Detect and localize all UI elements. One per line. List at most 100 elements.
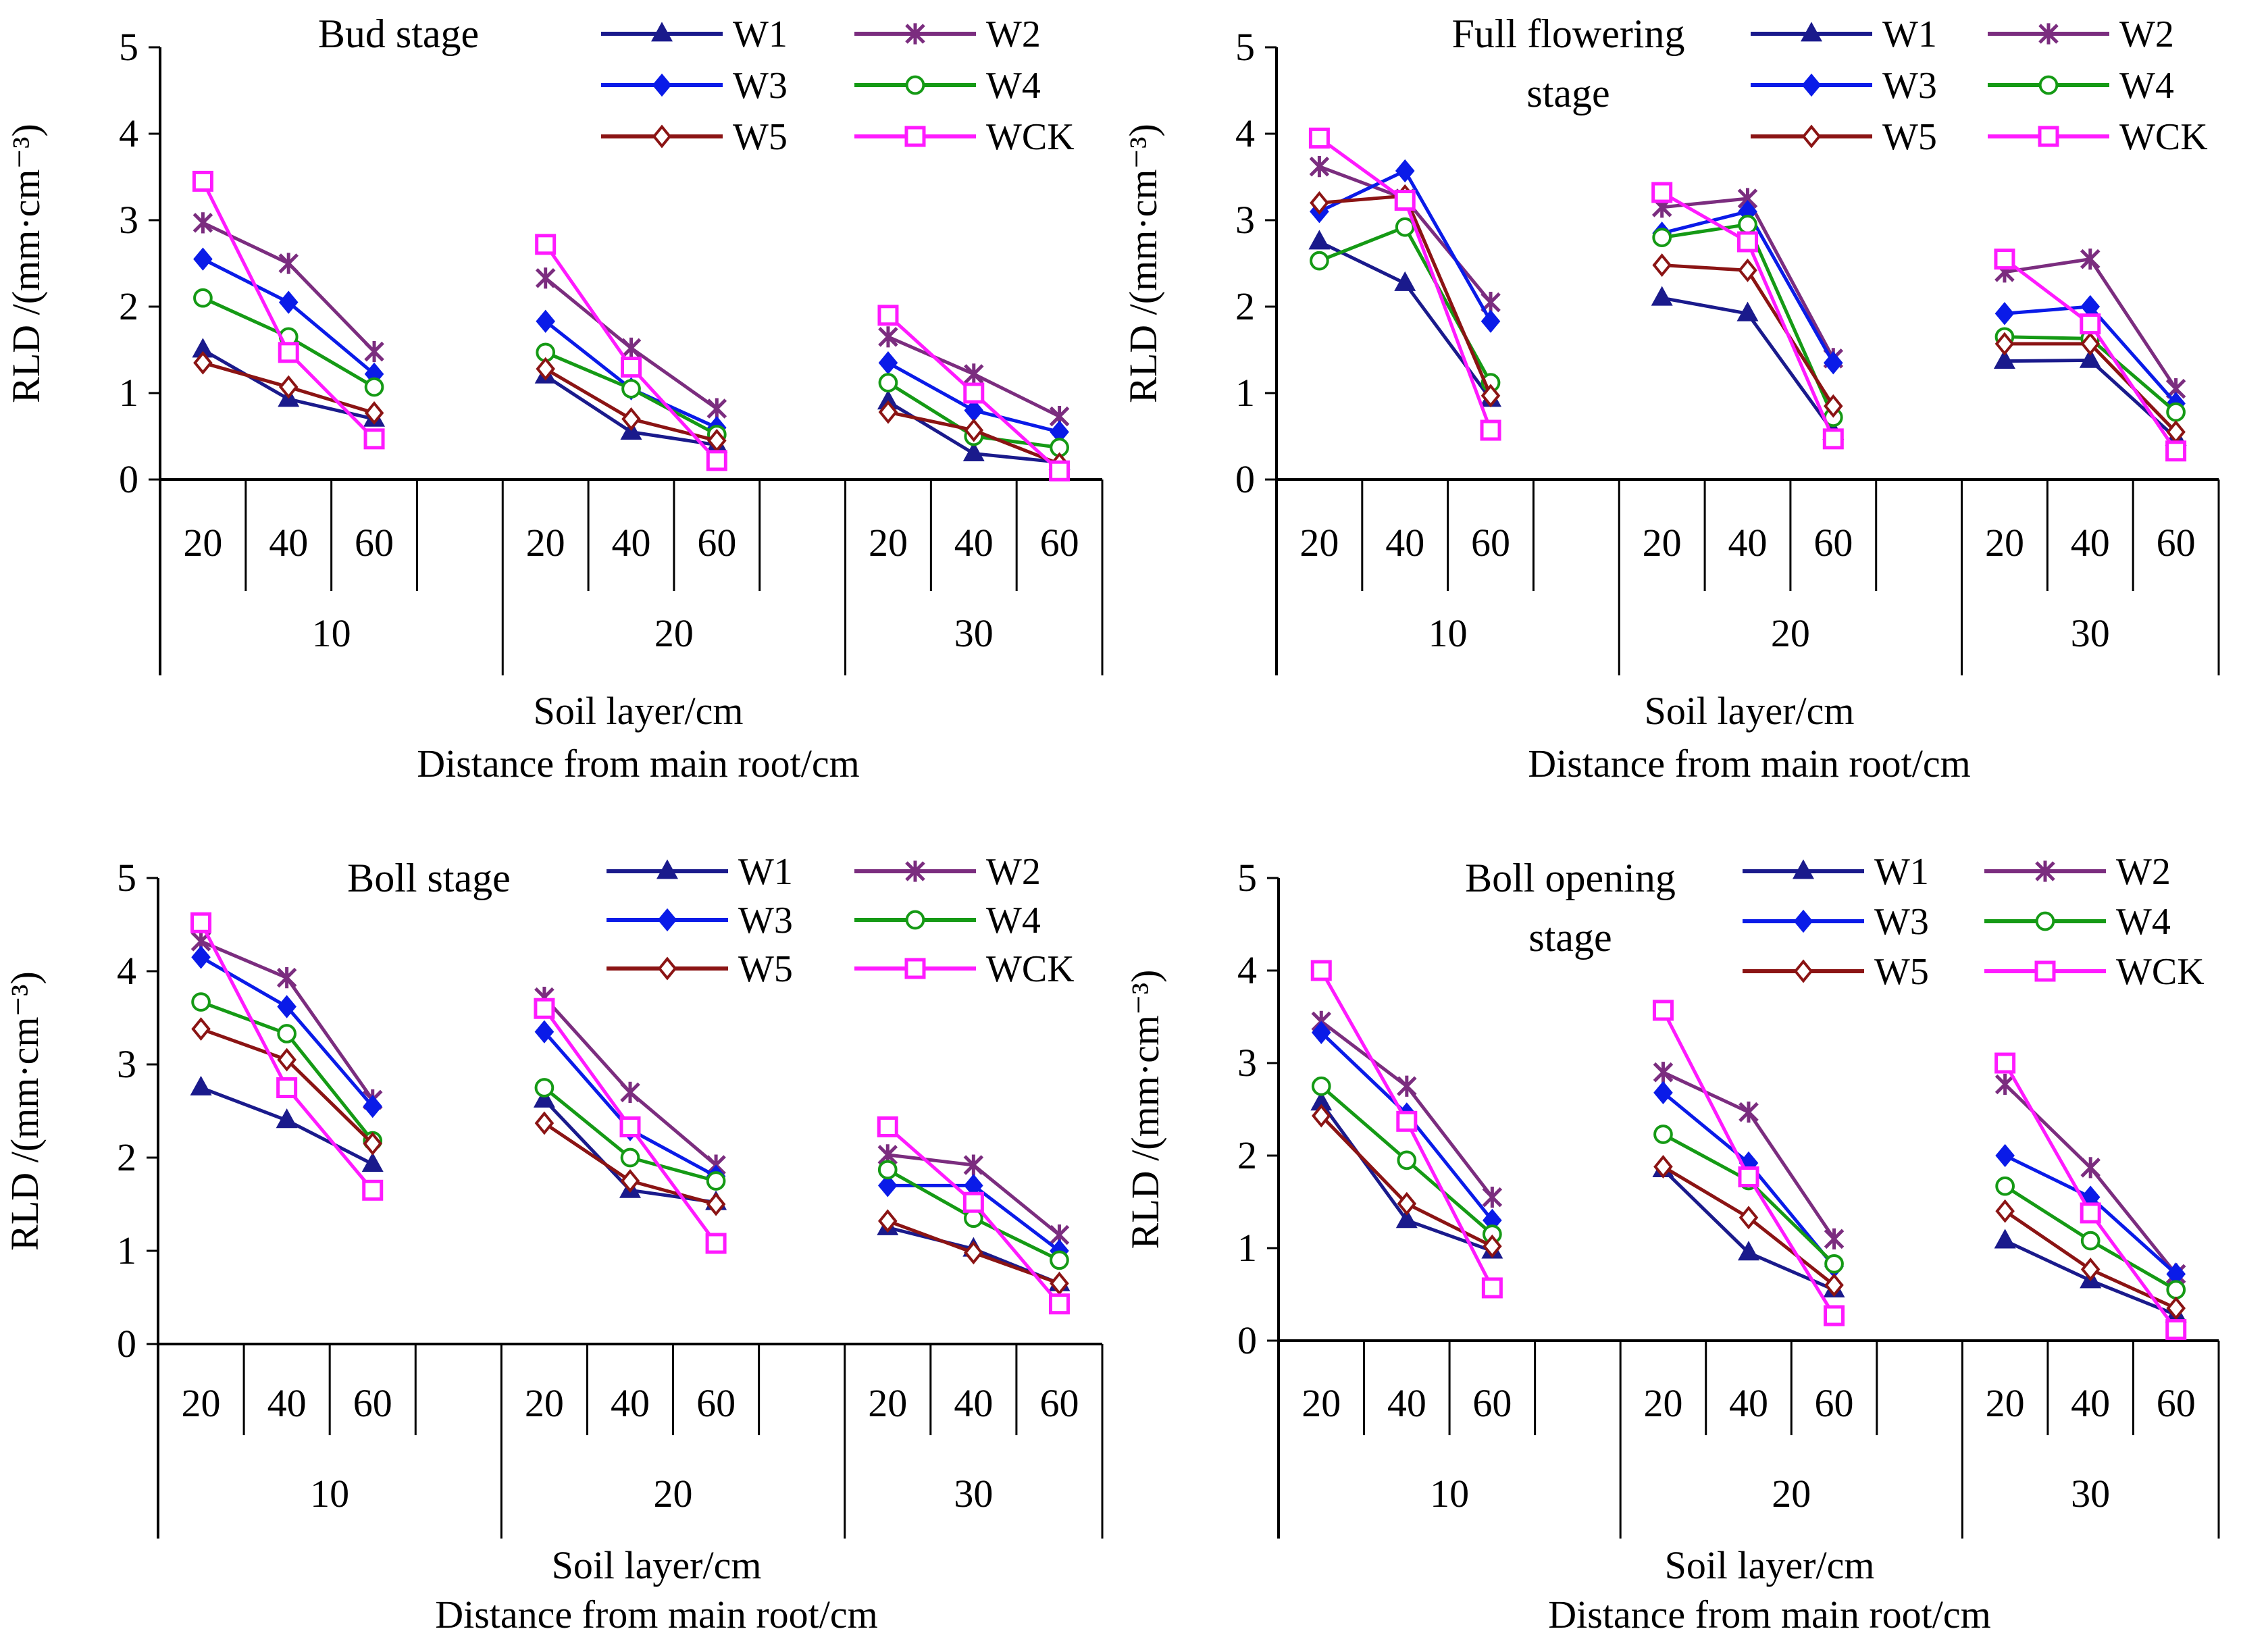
y-tick-label: 4 <box>1235 111 1255 155</box>
x-group-label: 20 <box>654 611 694 655</box>
x-category-label: 20 <box>1643 521 1682 565</box>
data-point-wck <box>362 1179 384 1201</box>
data-point-w4 <box>2166 1280 2186 1300</box>
data-point-wck <box>877 1116 898 1137</box>
legend-label-w1: W1 <box>1882 14 1937 55</box>
x-group-label: 10 <box>310 1472 349 1516</box>
legend-marker-w4 <box>2035 911 2055 931</box>
x-category-label: 20 <box>1302 1381 1341 1425</box>
data-point-w5 <box>878 400 898 424</box>
data-point-w4 <box>1824 1254 1844 1274</box>
data-point-w2 <box>364 340 384 363</box>
data-point-w2 <box>621 337 642 359</box>
data-point-w4 <box>1738 215 1757 234</box>
legend-marker-w4 <box>905 75 925 95</box>
data-point-w4 <box>364 377 384 397</box>
data-point-w3 <box>1994 302 2015 326</box>
y-tick-label: 2 <box>1237 1133 1257 1177</box>
x-axis-label-soil-layer: Soil layer/cm <box>1645 689 1855 733</box>
legend-label-w1: W1 <box>738 851 793 893</box>
y-tick-label: 5 <box>117 856 136 900</box>
data-point-w1 <box>2079 348 2101 368</box>
data-point-w3 <box>277 995 297 1018</box>
data-point-w5 <box>536 357 555 381</box>
y-axis-label: RLD /(mm·cm⁻³) <box>1123 970 1167 1249</box>
x-category-label: 40 <box>954 1381 993 1425</box>
data-point-wck <box>1396 1110 1418 1132</box>
data-point-w3 <box>878 351 898 375</box>
x-category-label: 40 <box>2071 1381 2110 1425</box>
data-point-wck <box>1737 231 1758 253</box>
x-axis-label-soil-layer: Soil layer/cm <box>1665 1543 1875 1587</box>
x-category-label: 60 <box>1039 1381 1079 1425</box>
data-point-w4 <box>1395 217 1415 237</box>
data-point-w3 <box>536 309 555 333</box>
legend-marker-w2 <box>905 23 925 45</box>
data-point-w1 <box>1736 301 1759 321</box>
legend-marker-w1 <box>656 859 678 879</box>
data-point-w4 <box>2166 402 2186 422</box>
x-category-label: 40 <box>612 521 651 565</box>
data-point-w5 <box>1310 190 1329 215</box>
x-category-label: 40 <box>954 521 994 565</box>
x-category-label: 60 <box>2157 521 2196 565</box>
legend-marker-wck <box>904 126 926 147</box>
data-point-w2 <box>1482 1187 1503 1208</box>
data-point-w5 <box>1994 332 2015 356</box>
legend-label-w3: W3 <box>1882 65 1937 107</box>
data-point-wck <box>192 170 213 192</box>
data-point-w1 <box>1651 286 1673 306</box>
x-category-label: 60 <box>1815 1381 1854 1425</box>
y-tick-label: 0 <box>119 457 138 501</box>
series-w3 <box>191 946 1069 1263</box>
x-category-label: 60 <box>1472 1381 1512 1425</box>
legend-label-wck: WCK <box>2119 116 2208 158</box>
data-point-w4 <box>1995 1176 2015 1196</box>
data-point-wck <box>1824 1305 1845 1326</box>
x-group-label: 10 <box>1428 611 1468 655</box>
data-point-w3 <box>877 1174 898 1197</box>
legend-label-w4: W4 <box>986 900 1041 941</box>
y-tick-label: 4 <box>1237 948 1257 992</box>
data-point-w1 <box>1394 271 1416 291</box>
legend-label-wck: WCK <box>2116 951 2205 993</box>
y-axis-label: RLD /(mm·cm⁻³) <box>1121 124 1165 403</box>
legend-marker-wck <box>2034 960 2056 982</box>
data-point-wck <box>619 1116 641 1137</box>
legend-label-w3: W3 <box>1874 901 1929 943</box>
x-group-label: 30 <box>954 611 994 655</box>
data-point-w5 <box>621 407 641 431</box>
data-point-w2 <box>535 267 556 289</box>
x-category-label: 40 <box>1385 521 1424 565</box>
legend-label-w4: W4 <box>2116 901 2171 943</box>
data-point-w4 <box>534 1078 555 1098</box>
legend: W1 W2 W3 W4 W5 WCK <box>1743 851 2205 993</box>
legend-label-w4: W4 <box>2119 65 2174 107</box>
legend-label-w2: W2 <box>986 851 1041 893</box>
x-category-label: 20 <box>1986 1381 2025 1425</box>
data-point-wck <box>2165 440 2187 462</box>
y-axis-label: RLD /(mm·cm⁻³) <box>3 971 47 1251</box>
data-point-w3 <box>1824 351 1843 375</box>
data-point-w2 <box>1738 1102 1759 1123</box>
panel-bud-stage: 0 1 2 3 4 5 20 40 60 10 20 40 60 20 20 40 60 30 Soil layer… <box>4 11 1104 785</box>
legend-marker-w5 <box>1793 959 1813 983</box>
data-point-w5 <box>363 1131 383 1156</box>
x-category-label: 60 <box>696 1381 736 1425</box>
data-point-wck <box>621 357 642 378</box>
x-category-label: 20 <box>868 1381 907 1425</box>
data-point-w4 <box>1653 1125 1673 1144</box>
x-category-label: 60 <box>697 521 736 565</box>
x-category-label: 40 <box>267 1381 307 1425</box>
legend-label-w1: W1 <box>1874 851 1929 893</box>
x-axis-label-soil-layer: Soil layer/cm <box>534 689 744 733</box>
x-axis-label-distance: Distance from main root/cm <box>435 1593 878 1636</box>
y-tick-label: 3 <box>119 198 138 242</box>
x-category-label: 40 <box>1728 521 1768 565</box>
legend-label-w1: W1 <box>733 14 788 55</box>
data-point-w2 <box>620 1081 640 1103</box>
legend-marker-wck <box>904 958 926 979</box>
x-group-label: 10 <box>312 611 351 655</box>
data-point-w4 <box>620 1147 640 1168</box>
data-point-w4 <box>877 1160 898 1180</box>
